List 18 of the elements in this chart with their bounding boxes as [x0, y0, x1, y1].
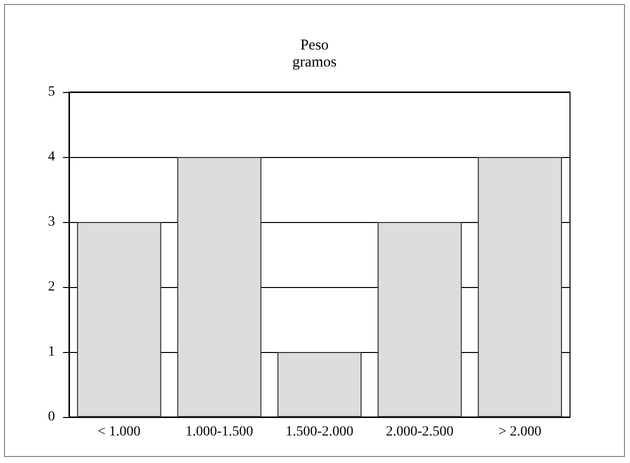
y-tick-label: 4: [48, 150, 55, 164]
x-tick-label: < 1.000: [98, 424, 141, 440]
y-tick-label: 5: [48, 84, 55, 100]
bar: [478, 157, 562, 417]
bar: [277, 352, 362, 417]
y-tick-label: 1: [48, 344, 55, 360]
bar: [378, 222, 462, 417]
x-tick-label: 1.500-2.000: [286, 424, 354, 440]
y-tick-label: 2: [48, 280, 55, 294]
y-tick-label: 3: [48, 214, 55, 230]
chart-title: Peso: [300, 38, 329, 54]
y-tick-label: 0: [48, 410, 55, 424]
chart-subtitle: gramos: [292, 54, 337, 70]
bar: [177, 157, 262, 417]
x-tick-label: > 2.000: [498, 424, 542, 440]
x-tick-label: 1.000-1.500: [185, 424, 254, 440]
bar: [77, 222, 162, 417]
x-tick-label: 2.000-2.500: [386, 424, 454, 440]
